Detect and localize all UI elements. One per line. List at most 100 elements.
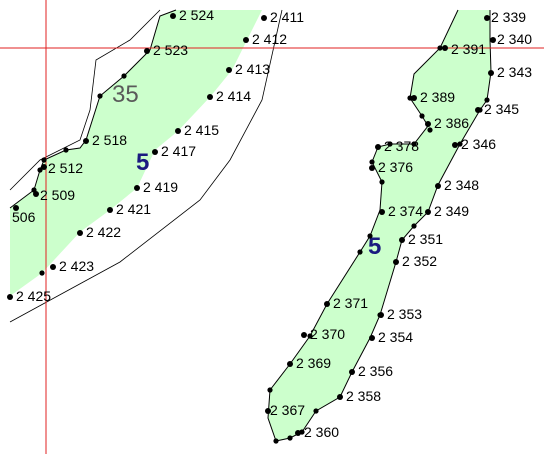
boundary-vertex[interactable] xyxy=(337,394,343,400)
survey-point-2339[interactable]: 2 339 xyxy=(484,9,526,25)
survey-point-marker[interactable] xyxy=(243,37,249,43)
survey-point-2422[interactable]: 2 422 xyxy=(77,224,121,240)
survey-point-2378[interactable]: 2 378 xyxy=(375,138,419,154)
survey-point-marker[interactable] xyxy=(369,335,375,341)
survey-point-2351[interactable]: 2 351 xyxy=(399,231,443,247)
boundary-vertex[interactable] xyxy=(41,157,47,163)
survey-point-marker[interactable] xyxy=(324,301,330,307)
survey-point-2415[interactable]: 2 415 xyxy=(175,122,219,138)
survey-point-2417[interactable]: 2 417 xyxy=(152,143,196,159)
survey-point-2376[interactable]: 2 376 xyxy=(369,159,413,175)
survey-point-marker[interactable] xyxy=(411,95,417,101)
survey-point-marker[interactable] xyxy=(107,207,113,213)
boundary-vertex[interactable] xyxy=(313,408,319,414)
boundary-vertex[interactable] xyxy=(97,93,103,99)
survey-point-2389[interactable]: 2 389 xyxy=(411,89,455,105)
survey-point-2374[interactable]: 2 374 xyxy=(379,203,423,219)
survey-point-marker[interactable] xyxy=(83,138,89,144)
survey-point-2371[interactable]: 2 371 xyxy=(324,295,368,311)
survey-point-506[interactable]: 506 xyxy=(12,205,36,225)
boundary-vertex[interactable] xyxy=(427,127,433,133)
boundary-vertex[interactable] xyxy=(349,369,355,375)
survey-point-2349[interactable]: 2 349 xyxy=(425,203,469,219)
survey-point-marker[interactable] xyxy=(144,48,150,54)
boundary-vertex[interactable] xyxy=(437,45,443,51)
survey-point-2411[interactable]: 2 411 xyxy=(261,9,304,25)
survey-point-2353[interactable]: 2 353 xyxy=(378,306,422,322)
survey-point-marker[interactable] xyxy=(393,259,399,265)
survey-point-2421[interactable]: 2 421 xyxy=(107,201,151,217)
survey-point-marker[interactable] xyxy=(175,128,181,134)
parcel-area-right[interactable] xyxy=(268,10,491,441)
boundary-vertex[interactable] xyxy=(39,270,45,276)
survey-point-2524[interactable]: 2 524 xyxy=(170,7,214,23)
survey-point-2412[interactable]: 2 412 xyxy=(243,31,287,47)
boundary-vertex[interactable] xyxy=(63,147,69,153)
survey-point-marker[interactable] xyxy=(484,15,490,21)
survey-point-2391[interactable]: 2 391 xyxy=(442,41,486,57)
survey-point-2367[interactable]: 2 367 xyxy=(265,402,305,418)
boundary-vertex[interactable] xyxy=(369,159,375,165)
survey-point-marker[interactable] xyxy=(488,70,494,76)
survey-point-marker[interactable] xyxy=(435,183,441,189)
survey-point-marker[interactable] xyxy=(452,142,458,148)
survey-point-2419[interactable]: 2 419 xyxy=(134,179,178,195)
survey-point-2413[interactable]: 2 413 xyxy=(226,61,270,77)
boundary-vertex[interactable] xyxy=(377,312,383,318)
boundary-vertex[interactable] xyxy=(299,429,305,435)
survey-point-2370[interactable]: 2 370 xyxy=(301,326,345,342)
parcel-area-left[interactable] xyxy=(10,10,262,296)
boundary-vertex[interactable] xyxy=(411,141,417,147)
survey-point-marker[interactable] xyxy=(287,361,293,367)
survey-point-marker[interactable] xyxy=(379,209,385,215)
boundary-vertex[interactable] xyxy=(484,97,490,103)
boundary-vertex[interactable] xyxy=(379,179,385,185)
boundary-vertex[interactable] xyxy=(287,435,293,441)
survey-point-2352[interactable]: 2 352 xyxy=(393,253,437,269)
boundary-vertex[interactable] xyxy=(267,387,273,393)
boundary-vertex[interactable] xyxy=(407,95,413,101)
survey-point-marker[interactable] xyxy=(442,45,448,51)
boundary-vertex[interactable] xyxy=(31,187,37,193)
survey-point-marker[interactable] xyxy=(170,13,176,19)
survey-point-marker[interactable] xyxy=(152,149,158,155)
boundary-vertex[interactable] xyxy=(121,73,127,79)
survey-point-marker[interactable] xyxy=(490,37,496,43)
survey-point-2423[interactable]: 2 423 xyxy=(50,258,94,274)
survey-point-2425[interactable]: 2 425 xyxy=(7,288,51,304)
survey-point-2340[interactable]: 2 340 xyxy=(490,31,532,47)
survey-point-2348[interactable]: 2 348 xyxy=(435,177,479,193)
survey-point-marker[interactable] xyxy=(425,121,431,127)
boundary-vertex[interactable] xyxy=(387,141,393,147)
boundary-vertex[interactable] xyxy=(457,141,463,147)
survey-point-2518[interactable]: 2 518 xyxy=(83,132,127,148)
boundary-vertex[interactable] xyxy=(367,233,373,239)
survey-point-marker[interactable] xyxy=(265,408,271,414)
survey-point-2523[interactable]: 2 523 xyxy=(144,42,188,58)
survey-point-marker[interactable] xyxy=(50,264,56,270)
survey-point-2369[interactable]: 2 369 xyxy=(287,355,331,371)
boundary-vertex[interactable] xyxy=(411,223,417,229)
survey-point-marker[interactable] xyxy=(369,165,375,171)
boundary-vertex[interactable] xyxy=(477,107,483,113)
survey-point-marker[interactable] xyxy=(207,94,213,100)
survey-point-marker[interactable] xyxy=(41,164,47,170)
survey-point-2346[interactable]: 2 346 xyxy=(452,136,496,152)
boundary-vertex[interactable] xyxy=(357,249,363,255)
boundary-vertex[interactable] xyxy=(419,113,425,119)
survey-point-marker[interactable] xyxy=(425,209,431,215)
survey-point-marker[interactable] xyxy=(134,185,140,191)
survey-point-marker[interactable] xyxy=(226,67,232,73)
survey-point-marker[interactable] xyxy=(7,294,13,300)
survey-point-2509[interactable]: 2 509 xyxy=(33,187,75,203)
survey-point-marker[interactable] xyxy=(77,230,83,236)
survey-point-marker[interactable] xyxy=(399,237,405,243)
survey-point-2386[interactable]: 2 386 xyxy=(425,115,469,131)
survey-point-marker[interactable] xyxy=(261,15,267,21)
boundary-vertex[interactable] xyxy=(37,167,43,173)
survey-point-2354[interactable]: 2 354 xyxy=(369,329,413,345)
survey-point-2414[interactable]: 2 414 xyxy=(207,88,251,104)
survey-point-2512[interactable]: 2 512 xyxy=(41,160,83,176)
